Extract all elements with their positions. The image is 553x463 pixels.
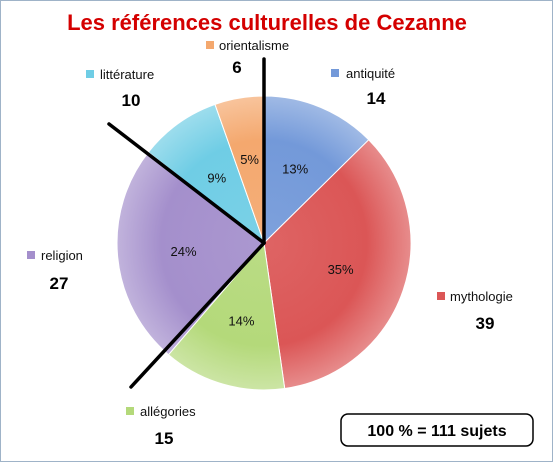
legend-swatch-mythologie [437,292,445,300]
legend-swatch-allégories [126,407,134,415]
percent-label-allégories: 14% [228,314,254,329]
legend-swatch-littérature [86,70,94,78]
percent-labels: 13% 35% 14% 24% 9% 5% [170,152,354,329]
percent-label-littérature: 9% [207,170,226,185]
legend-swatch-antiquité [331,69,339,77]
percent-label-antiquité: 13% [282,161,308,176]
category-name-littérature: littérature [100,67,154,82]
pie-slice-littérature [147,103,266,245]
category-count-mythologie: 39 [476,314,495,333]
divider-line-left [107,122,266,245]
pie-slice-allégories [167,241,286,391]
percent-label-orientalisme: 5% [240,152,259,167]
legend-swatch-orientalisme [206,41,214,49]
pie-slice-mythologie [263,139,412,390]
total-note-box: 100 % = 111 sujets [340,413,534,447]
pie-slices [116,95,412,391]
percent-label-mythologie: 35% [328,262,354,277]
category-count-orientalisme: 6 [232,58,241,77]
category-name-mythologie: mythologie [450,289,513,304]
category-count-antiquité: 14 [367,89,386,108]
category-name-religion: religion [41,248,83,263]
category-count-littérature: 10 [122,91,141,110]
percent-label-religion: 24% [170,244,196,259]
category-labels: antiquité 14 mythologie 39 allégories 15 relig… [27,38,513,448]
pie-slice-religion [116,151,265,356]
category-name-antiquité: antiquité [346,66,395,81]
pie-slice-antiquité [263,95,370,245]
category-count-allégories: 15 [155,429,174,448]
category-count-religion: 27 [50,274,69,293]
total-note: 100 % = 111 sujets [367,423,506,440]
category-name-allégories: allégories [140,404,196,419]
legend-swatch-religion [27,251,35,259]
chart-title: Les références culturelles de Cezanne [67,10,467,35]
divider-lines [107,57,266,389]
category-name-orientalisme: orientalisme [219,38,289,53]
divider-line-bottom [129,241,266,389]
